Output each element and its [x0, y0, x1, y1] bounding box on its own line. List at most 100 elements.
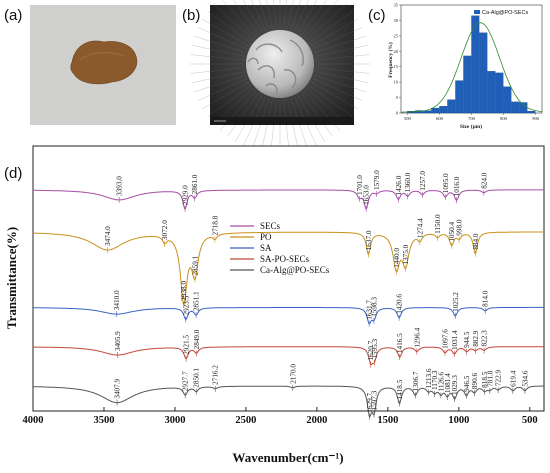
sem-texture-line — [315, 71, 369, 83]
histogram-bar — [495, 72, 504, 114]
ftir-peak-label: 1095.0 — [442, 173, 450, 193]
histogram-bar — [511, 101, 520, 114]
histogram-x-tick-label: 700 — [468, 116, 476, 121]
sem-texture-line — [270, 99, 277, 154]
ftir-x-tick-label: 500 — [522, 415, 538, 426]
ftir-peak-label: 3474.0 — [104, 226, 112, 246]
ftir-legend-label: Ca-Alg@PO-SECs — [260, 265, 330, 275]
ftir-legend-label: SECs — [260, 221, 281, 231]
histogram-y-tick-label: 0 — [396, 111, 399, 116]
ftir-peak-label: 534.6 — [521, 370, 529, 387]
ftir-peak-label: 944.5 — [463, 331, 471, 348]
ftir-peak-label: 2921.5 — [183, 335, 191, 355]
histogram-y-tick-label: 10 — [394, 80, 399, 85]
ftir-x-tick-label: 3000 — [164, 415, 185, 426]
sem-texture-line — [194, 35, 246, 54]
histogram-y-tick-label: 15 — [394, 64, 399, 69]
sem-texture-line — [315, 67, 370, 74]
sem-texture-line — [312, 78, 363, 101]
sem-texture-line — [300, 0, 327, 35]
histogram-legend-swatch — [474, 10, 480, 14]
sem-texture-line — [303, 0, 338, 38]
sem-texture-line — [309, 84, 353, 118]
histogram-y-tick-label: 30 — [394, 18, 399, 23]
ftir-peak-label: 1653.0 — [363, 185, 371, 205]
ftir-x-tick-label: 3500 — [93, 415, 114, 426]
ftir-peak-label: 2718.8 — [211, 215, 219, 235]
ftir-peak-label: 2170.0 — [289, 364, 297, 384]
ftir-peak-label: 1050.4 — [448, 221, 456, 241]
ftir-peak-label: 1296.4 — [413, 327, 421, 347]
sem-texture-line — [194, 74, 246, 93]
panel-label-c: (c) — [368, 7, 386, 24]
sem-texture-line — [273, 0, 277, 29]
ftir-peak-label: 998.0 — [456, 219, 464, 236]
ftir-peak-label: 619.4 — [509, 370, 517, 387]
histogram-x-tick-label: 600 — [436, 116, 444, 121]
panel-label-a: (a) — [4, 7, 22, 24]
sem-texture-line — [314, 74, 366, 93]
ftir-peak-label: 1097.6 — [441, 329, 449, 349]
histogram-x-label: Size (μm) — [460, 123, 482, 130]
histogram-x-tick-label: 800 — [500, 116, 508, 121]
sem-wrinkles — [247, 39, 304, 95]
sem-texture-line — [197, 78, 248, 101]
histogram-bar — [447, 99, 456, 114]
histogram-bar — [519, 102, 528, 114]
sem-texture-line — [201, 81, 249, 110]
histogram-bar — [455, 80, 464, 114]
sem-texture-line — [294, 0, 309, 32]
ftir-peak-label: 1579.0 — [373, 170, 381, 190]
ftir-peak-label: 1375.0 — [402, 244, 410, 264]
ftir-peak-label: 1629.7 — [366, 392, 374, 412]
ftir-peak-label: 824.0 — [480, 172, 488, 189]
sem-texture-line — [312, 27, 363, 50]
ftir-peak-label: 781.8 — [486, 370, 494, 387]
sem-texture-line — [266, 0, 273, 29]
histogram-bar — [439, 106, 448, 114]
histogram-bar — [527, 110, 536, 114]
ftir-legend-label: SA — [260, 243, 272, 253]
ftir-peak-label: 814.0 — [482, 290, 490, 307]
ftir-peak-label: 1029.3 — [451, 375, 459, 395]
sem-texture-line — [258, 0, 270, 30]
ftir-peak-label: 2851.1 — [193, 291, 201, 311]
sem-texture-line — [287, 0, 294, 29]
ftir-peak-label: 1274.4 — [416, 218, 424, 238]
panel-label-d: (d) — [4, 165, 22, 182]
sem-texture-line — [191, 45, 245, 57]
sem-texture-line — [311, 18, 359, 47]
ftir-peak-label: 2859.1 — [191, 255, 199, 275]
ftir-x-tick-label: 1000 — [448, 415, 469, 426]
sem-texture-line — [314, 35, 366, 54]
histogram-bar — [479, 32, 488, 114]
sem-particle — [246, 30, 314, 98]
panel-label-b: (b) — [182, 7, 200, 24]
ftir-peak-label: 3072.0 — [161, 220, 169, 240]
ftir-peak-label: 3405.9 — [114, 331, 122, 351]
histogram-bar — [471, 15, 480, 114]
sem-texture-line — [197, 27, 248, 50]
histogram-y-tick-label: 5 — [396, 95, 399, 100]
ftir-peak-label: 3407.9 — [114, 378, 122, 398]
sem-texture-line — [315, 45, 369, 57]
histogram-fit-curve — [401, 22, 543, 113]
histogram-y-label: Frequency (%) — [387, 42, 394, 78]
ftir-peak-label: 1126.6 — [437, 372, 445, 392]
ftir-peak-label: 884.0 — [472, 233, 480, 250]
ftir-peak-label: 822.3 — [481, 330, 489, 347]
ftir-line-2 — [33, 306, 544, 325]
ftir-peak-label: 2850.1 — [193, 368, 201, 388]
ftir-peak-label: 1170.3 — [431, 370, 439, 390]
sem-texture-line — [283, 0, 287, 29]
ftir-peak-label: 3410.0 — [113, 290, 121, 310]
sem-texture-line — [251, 0, 266, 32]
ftir-peak-label: 3393.0 — [116, 176, 124, 196]
ftir-peak-label: 2861.0 — [191, 174, 199, 194]
ftir-x-tick-label: 2000 — [306, 415, 327, 426]
ftir-peak-label: 1150.0 — [434, 214, 442, 234]
ftir-line-1 — [33, 231, 544, 306]
ftir-x-ticks: 4000 3500 3000 2500 2000 1500 1000 500 — [23, 407, 538, 426]
ftir-peak-label: 1257.0 — [419, 171, 427, 191]
ftir-y-label: Transmittance(%) — [4, 227, 19, 329]
